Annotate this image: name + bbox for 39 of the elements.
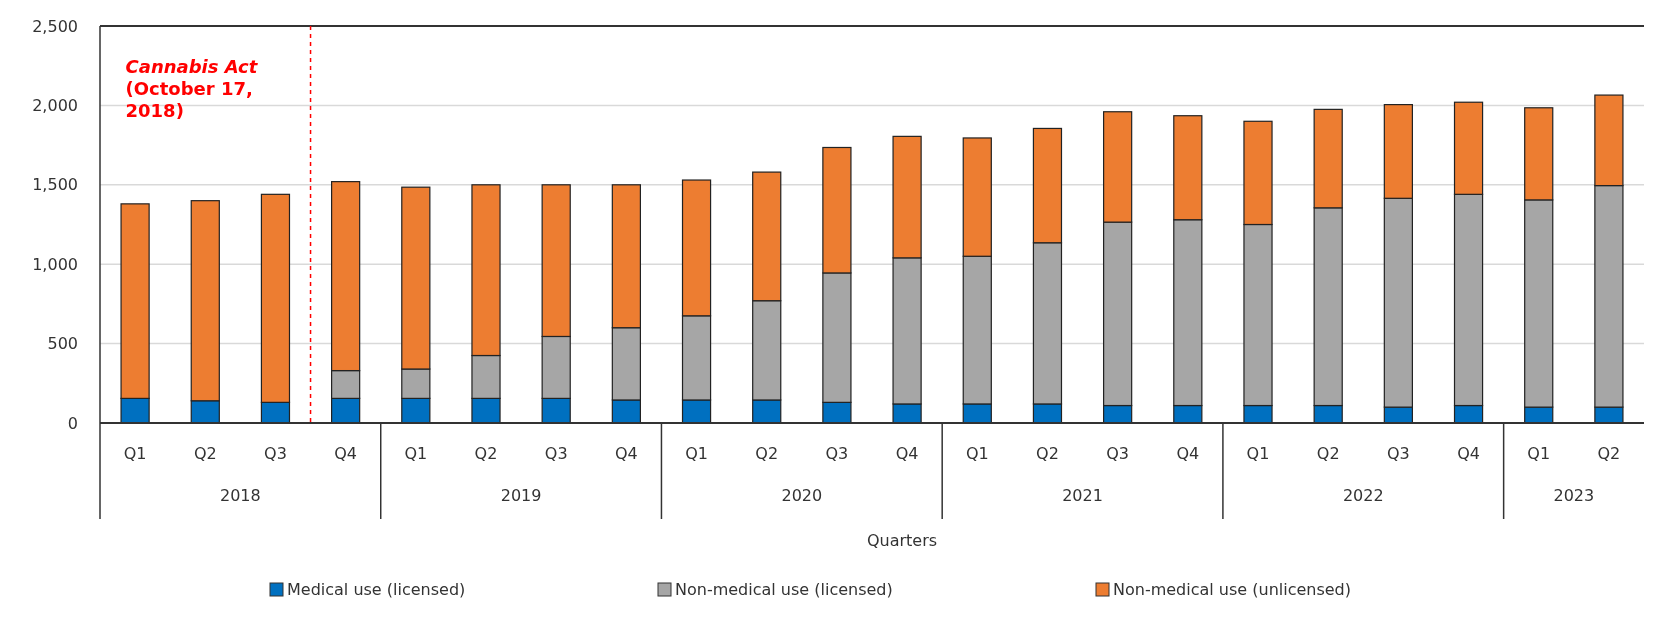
x-tick-label: Q1 bbox=[123, 444, 147, 463]
x-tick-label: Q3 bbox=[1386, 444, 1410, 463]
y-tick-label: 2,000 bbox=[32, 96, 78, 115]
text: 2020 bbox=[781, 486, 823, 505]
y-tick-label: 1,000 bbox=[32, 254, 78, 274]
text: 2018 bbox=[220, 486, 261, 505]
x-tick-label: Q4 bbox=[1176, 444, 1200, 463]
text: 2023 bbox=[1553, 486, 1595, 505]
x-tick-label: Q3 bbox=[1106, 444, 1130, 463]
y-tick-label: 500 bbox=[47, 334, 78, 354]
x-tick-label: Q1 bbox=[404, 444, 428, 463]
x-tick-label: Q1 bbox=[1246, 444, 1270, 463]
x-tick-label: Q4 bbox=[1457, 444, 1480, 463]
legend-label: Non-medical use (licensed) bbox=[675, 580, 893, 599]
x-tick-label: Q4 bbox=[895, 444, 919, 463]
x-tick-label: Q4 bbox=[614, 444, 638, 463]
x-tick-label: Q4 bbox=[334, 444, 358, 463]
y-tick-label: 0 bbox=[67, 413, 78, 433]
y-tick-label: 1,500 bbox=[32, 175, 78, 195]
x-tick-label: Q2 bbox=[474, 444, 498, 463]
x-tick-label: Q3 bbox=[825, 444, 849, 463]
x-tick-label: Q2 bbox=[1036, 444, 1059, 463]
x-tick-label: Q2 bbox=[755, 444, 779, 463]
legend-label: Medical use (licensed) bbox=[287, 580, 466, 599]
x-tick-label: Q2 bbox=[1597, 444, 1621, 463]
x-tick-label: Q3 bbox=[264, 444, 287, 463]
ref-line-label: Cannabis Act (October 17, 2018) bbox=[125, 56, 259, 121]
x-tick-label: Q3 bbox=[544, 444, 568, 463]
text: 2019 bbox=[500, 486, 542, 505]
x-tick-label: Q2 bbox=[1316, 444, 1340, 463]
x-tick-label: Q1 bbox=[965, 444, 989, 463]
x-tick-label: Q1 bbox=[685, 444, 708, 463]
y-tick-label: 2,500 bbox=[32, 16, 78, 36]
x-axis-title: Quarters bbox=[866, 531, 938, 550]
text: 2022 bbox=[1342, 486, 1384, 505]
text: 2021 bbox=[1062, 486, 1103, 505]
x-tick-label: Q1 bbox=[1527, 444, 1551, 463]
legend-label: Non-medical use (unlicensed) bbox=[1113, 580, 1352, 599]
x-tick-label: Q2 bbox=[193, 444, 217, 463]
